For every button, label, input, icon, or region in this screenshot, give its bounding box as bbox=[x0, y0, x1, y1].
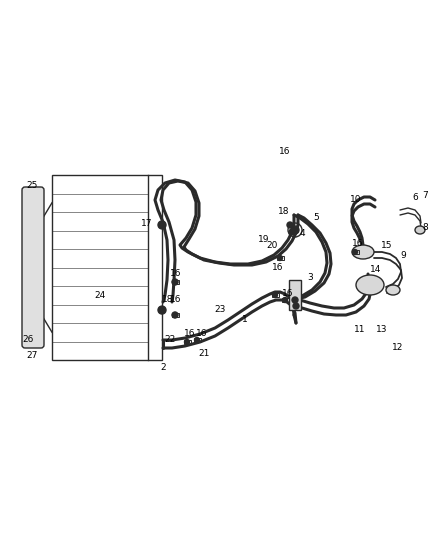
Circle shape bbox=[291, 226, 299, 234]
Text: 21: 21 bbox=[198, 350, 210, 359]
Text: 11: 11 bbox=[354, 326, 366, 335]
Circle shape bbox=[172, 279, 178, 285]
Text: 3: 3 bbox=[307, 273, 313, 282]
Text: 12: 12 bbox=[392, 343, 404, 352]
Circle shape bbox=[172, 312, 178, 318]
Circle shape bbox=[158, 221, 166, 229]
Text: 15: 15 bbox=[381, 241, 393, 251]
Text: 25: 25 bbox=[26, 181, 38, 190]
Circle shape bbox=[184, 340, 190, 344]
Ellipse shape bbox=[356, 275, 384, 295]
Text: 16: 16 bbox=[196, 328, 208, 337]
Text: 24: 24 bbox=[94, 290, 106, 300]
Bar bbox=[276, 256, 283, 260]
Text: 9: 9 bbox=[400, 252, 406, 261]
Text: 4: 4 bbox=[299, 230, 305, 238]
Circle shape bbox=[272, 293, 278, 297]
Text: 16: 16 bbox=[282, 288, 294, 297]
Text: 5: 5 bbox=[313, 214, 319, 222]
Bar bbox=[184, 340, 191, 344]
Bar bbox=[289, 280, 301, 310]
Circle shape bbox=[173, 312, 177, 318]
Ellipse shape bbox=[386, 285, 400, 295]
Text: 16: 16 bbox=[279, 148, 291, 157]
Text: 1: 1 bbox=[242, 316, 248, 325]
Text: 20: 20 bbox=[266, 241, 278, 251]
Circle shape bbox=[194, 337, 199, 343]
Bar bbox=[282, 298, 289, 302]
Text: 16: 16 bbox=[184, 328, 196, 337]
Bar bbox=[172, 313, 179, 317]
Ellipse shape bbox=[352, 245, 374, 259]
Circle shape bbox=[158, 306, 166, 314]
Text: 14: 14 bbox=[370, 265, 381, 274]
Text: 10: 10 bbox=[350, 196, 362, 205]
Text: 8: 8 bbox=[422, 223, 428, 232]
Bar bbox=[352, 250, 358, 254]
Circle shape bbox=[287, 222, 293, 228]
Text: 27: 27 bbox=[26, 351, 38, 359]
Text: 13: 13 bbox=[376, 326, 388, 335]
Bar bbox=[52, 175, 162, 360]
Text: 7: 7 bbox=[422, 191, 428, 200]
Text: 16: 16 bbox=[170, 270, 182, 279]
Text: 17: 17 bbox=[141, 220, 153, 229]
Text: 19: 19 bbox=[258, 236, 270, 245]
Bar bbox=[194, 338, 201, 342]
Text: 22: 22 bbox=[164, 335, 176, 344]
Text: 26: 26 bbox=[22, 335, 34, 344]
Circle shape bbox=[293, 303, 299, 309]
Circle shape bbox=[353, 249, 357, 254]
Circle shape bbox=[278, 255, 283, 261]
FancyBboxPatch shape bbox=[22, 187, 44, 348]
Text: 18: 18 bbox=[278, 207, 290, 216]
Text: 6: 6 bbox=[412, 193, 418, 203]
Text: 16: 16 bbox=[272, 263, 284, 272]
Circle shape bbox=[292, 297, 298, 303]
Ellipse shape bbox=[415, 226, 425, 234]
Circle shape bbox=[173, 279, 177, 285]
Text: 18: 18 bbox=[162, 295, 174, 304]
Text: 2: 2 bbox=[160, 364, 166, 373]
Bar bbox=[272, 293, 279, 297]
Circle shape bbox=[283, 297, 287, 303]
Bar bbox=[172, 280, 179, 284]
Text: 23: 23 bbox=[214, 305, 226, 314]
Text: 16: 16 bbox=[352, 239, 364, 248]
Circle shape bbox=[289, 229, 295, 235]
Text: 16: 16 bbox=[170, 295, 182, 304]
